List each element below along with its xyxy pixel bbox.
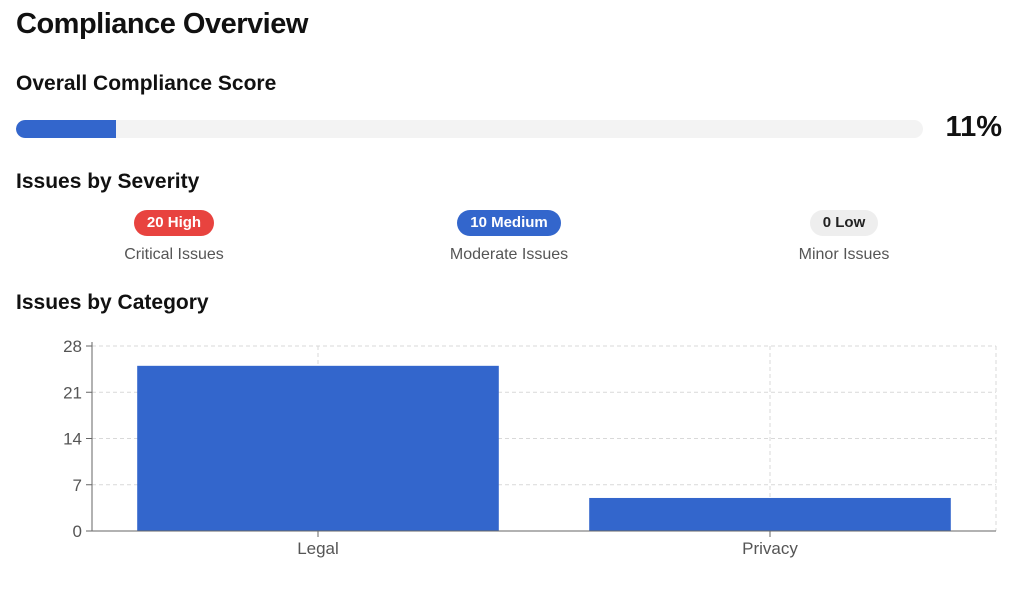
issues-by-category-chart: 0 7 14 21 28 Legal Privacy — [0, 330, 1024, 580]
high-severity-badge: 20 High — [133, 210, 215, 236]
low-severity-badge: 0 Low — [809, 210, 879, 236]
compliance-score-value: 11% — [945, 111, 1002, 143]
compliance-progress-bar — [16, 120, 923, 138]
severity-summary: 20 High Critical Issues 10 Medium Modera… — [0, 210, 1024, 270]
page-title: Compliance Overview — [16, 8, 308, 40]
severity-medium: 10 Medium Moderate Issues — [359, 210, 659, 264]
low-severity-caption: Minor Issues — [798, 246, 890, 263]
x-tick-label: Privacy — [742, 539, 798, 558]
y-tick-label: 21 — [63, 383, 82, 402]
category-bar-chart: 0 7 14 21 28 Legal Privacy — [63, 337, 997, 558]
severity-high: 20 High Critical Issues — [24, 210, 324, 264]
y-tick-label: 28 — [63, 337, 82, 356]
compliance-progress-fill — [16, 120, 116, 138]
y-tick-label: 7 — [73, 476, 82, 495]
high-severity-caption: Critical Issues — [124, 246, 224, 263]
category-section-title: Issues by Category — [16, 291, 209, 314]
bar-privacy — [589, 497, 951, 531]
severity-low: 0 Low Minor Issues — [694, 210, 994, 264]
y-tick-label: 0 — [73, 522, 82, 541]
medium-severity-caption: Moderate Issues — [449, 246, 569, 263]
bar-legal — [137, 365, 499, 531]
severity-section-title: Issues by Severity — [16, 170, 200, 193]
x-tick-label: Legal — [297, 539, 339, 558]
score-section-title: Overall Compliance Score — [16, 72, 277, 95]
y-tick-label: 14 — [63, 430, 82, 449]
medium-severity-badge: 10 Medium — [457, 210, 561, 236]
